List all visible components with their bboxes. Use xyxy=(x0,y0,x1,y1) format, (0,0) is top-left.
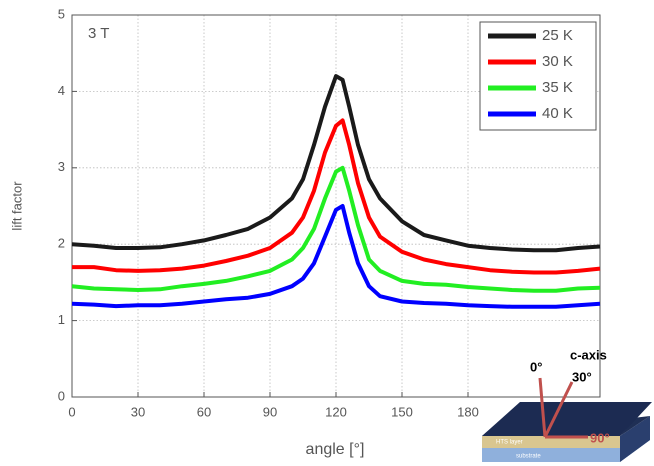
y-axis-label: lift factor xyxy=(9,181,24,231)
data-line xyxy=(72,118,601,275)
inset-label: substrate xyxy=(516,454,541,460)
x-tick-label: 60 xyxy=(197,404,211,419)
layer-face xyxy=(482,436,620,448)
inset-label: 90° xyxy=(590,430,610,445)
data-line xyxy=(71,165,601,293)
inset-label: 30° xyxy=(572,369,592,384)
inset-label: c-axis xyxy=(570,347,607,362)
x-tick-label: 30 xyxy=(131,404,145,419)
x-axis-label: angle [°] xyxy=(306,441,365,458)
legend-label: 25 K xyxy=(542,27,573,44)
legend-label: 35 K xyxy=(542,79,573,96)
data-line xyxy=(71,74,601,253)
arrow-30 xyxy=(543,381,574,438)
arrow-0 xyxy=(538,377,547,438)
plot-frame xyxy=(71,14,601,398)
y-tick-label: 0 xyxy=(58,388,65,403)
inset-label: 0° xyxy=(530,359,542,374)
y-tick-label: 3 xyxy=(58,159,65,174)
y-tick-label: 4 xyxy=(58,83,65,98)
x-tick-label: 180 xyxy=(457,404,479,419)
y-tick-label: 1 xyxy=(58,312,65,327)
substrate-face xyxy=(482,448,620,462)
legend-label: 30 K xyxy=(542,53,573,70)
x-tick-label: 90 xyxy=(263,404,277,419)
inset-label: HTS layer xyxy=(496,440,523,446)
annotation: 3 T xyxy=(88,25,109,42)
x-tick-label: 0 xyxy=(68,404,75,419)
legend-label: 40 K xyxy=(542,105,573,122)
slab-top2 xyxy=(482,402,652,436)
x-tick-label: 120 xyxy=(325,404,347,419)
slab-side xyxy=(620,416,650,462)
x-tick-label: 150 xyxy=(391,404,413,419)
data-line xyxy=(71,204,601,309)
y-tick-label: 5 xyxy=(58,6,65,21)
inset: 0° c-axis 30° 90° HTS layer substrate xyxy=(482,347,652,462)
y-tick-label: 2 xyxy=(58,236,65,251)
